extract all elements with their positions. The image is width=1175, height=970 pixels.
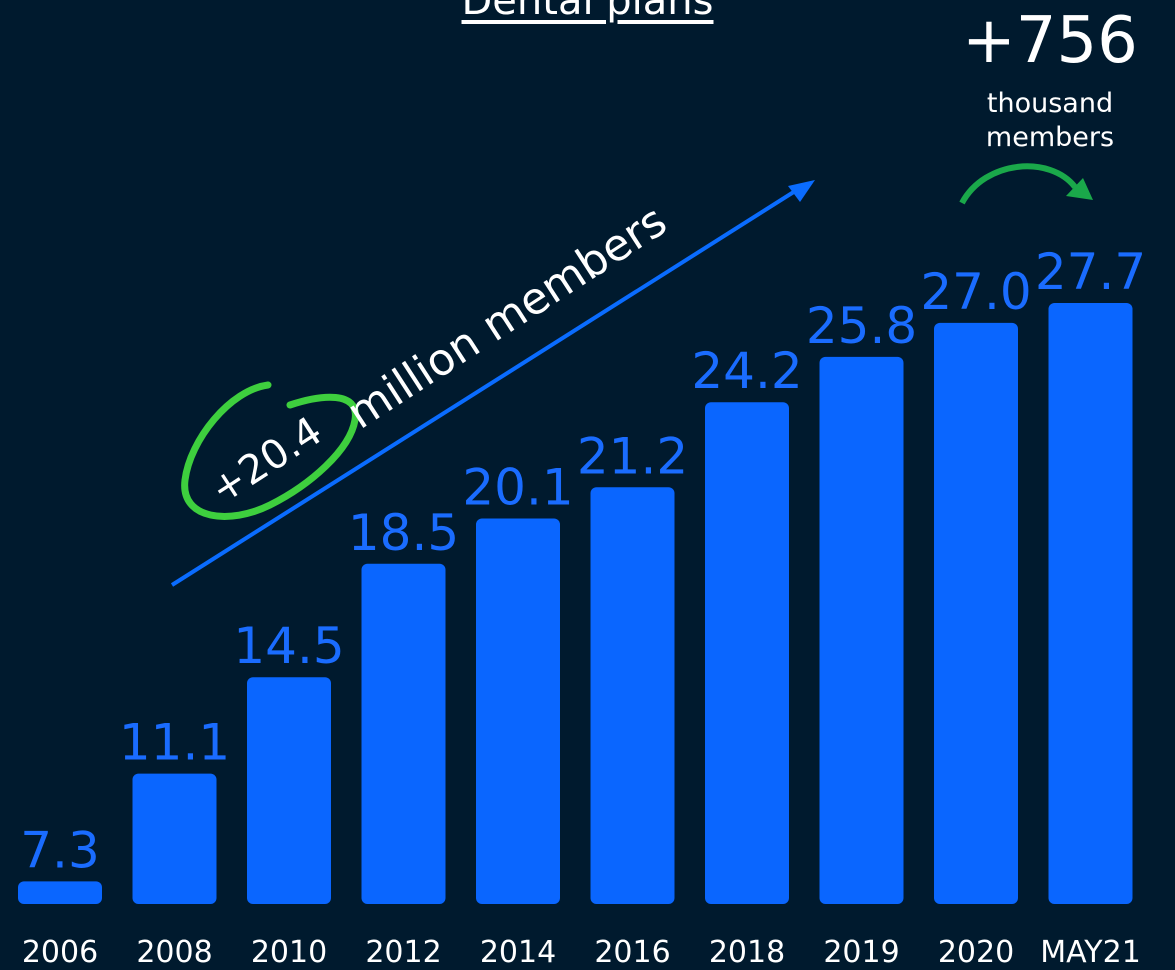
- value-label-2014: 20.1: [462, 458, 573, 516]
- value-label-2019: 25.8: [806, 297, 917, 355]
- growth-text: million members: [338, 195, 676, 439]
- recent-unit-line1: thousand: [987, 88, 1113, 119]
- value-label-2010: 14.5: [233, 617, 344, 675]
- bar-2014: [476, 518, 560, 904]
- bar-2019: [819, 356, 904, 905]
- x-tick-label-may21: MAY21: [1040, 935, 1141, 970]
- x-tick-label-2008: 2008: [136, 935, 212, 970]
- x-tick-label-2019: 2019: [823, 935, 899, 970]
- value-label-2016: 21.2: [577, 427, 688, 485]
- value-label-2012: 18.5: [348, 504, 459, 562]
- x-tick-label-2012: 2012: [365, 935, 441, 970]
- recent-value: +756: [962, 4, 1138, 78]
- chart-title: Dental plans: [461, 0, 714, 24]
- growth-arrow-line: [170, 186, 802, 587]
- x-tick-label-2018: 2018: [709, 935, 785, 970]
- bar-2018: [705, 402, 789, 904]
- recent-curve-arrow: [959, 163, 1078, 205]
- recent-annotation: +756 thousand members: [959, 4, 1138, 205]
- bar-2010: [247, 677, 331, 904]
- x-tick-label-2016: 2016: [594, 935, 670, 970]
- value-label-2020: 27.0: [920, 263, 1031, 321]
- recent-curve-arrow-head: [1066, 178, 1093, 200]
- bar-2020: [934, 322, 1018, 904]
- value-label-2006: 7.3: [20, 821, 100, 879]
- bar-may21: [1048, 302, 1133, 905]
- value-label-2008: 11.1: [119, 714, 230, 772]
- growth-highlight-ellipse: [181, 381, 359, 520]
- value-label-2018: 24.2: [691, 342, 802, 400]
- recent-unit-line2: members: [986, 122, 1114, 153]
- x-tick-label-2020: 2020: [938, 935, 1014, 970]
- x-tick-label-2010: 2010: [251, 935, 327, 970]
- bar-2016: [590, 487, 675, 904]
- x-tick-label-2006: 2006: [22, 935, 98, 970]
- x-tick-label-2014: 2014: [480, 935, 556, 970]
- value-label-may21: 27.7: [1035, 243, 1146, 301]
- growth-arrow-head: [788, 180, 815, 202]
- bar-2008: [132, 773, 217, 904]
- bar-2006: [18, 881, 102, 904]
- bar-2012: [361, 563, 446, 904]
